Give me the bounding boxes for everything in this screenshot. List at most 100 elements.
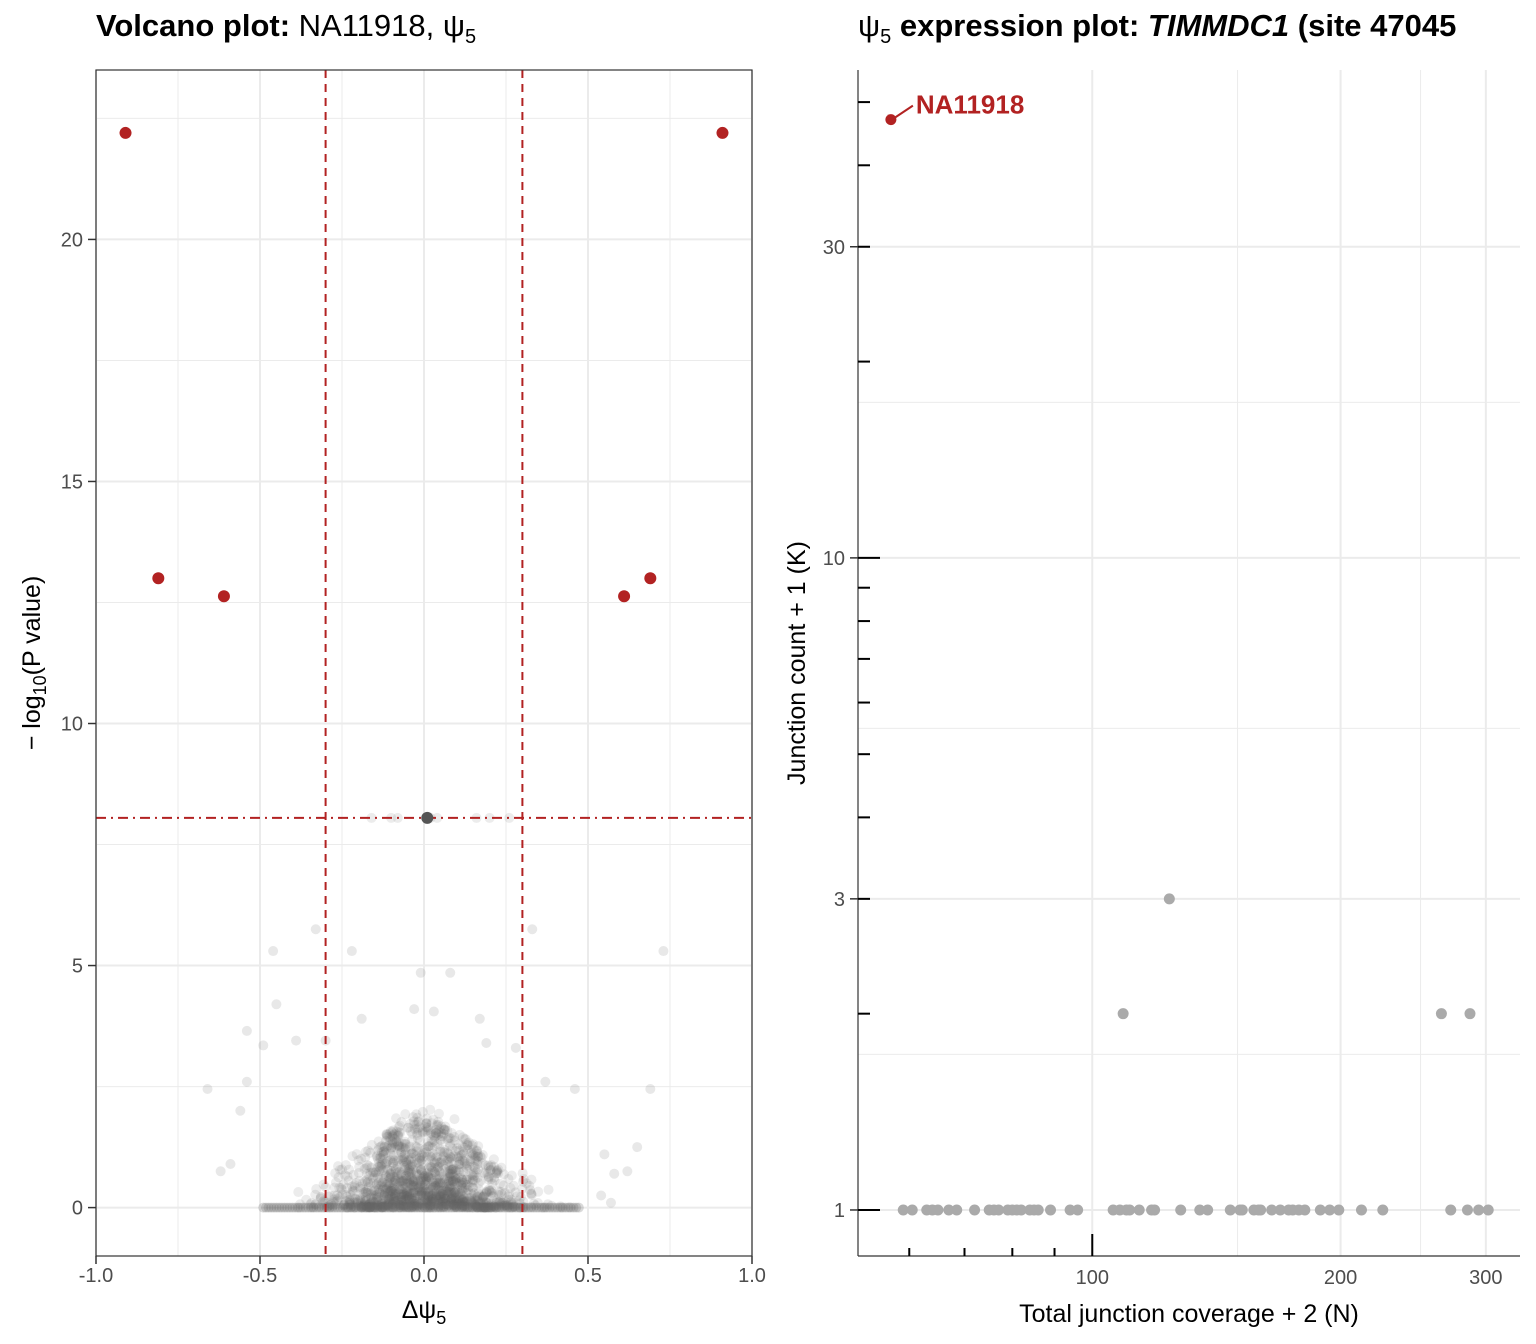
background-point — [403, 1192, 414, 1203]
background-point — [430, 1190, 441, 1201]
baseline-point — [303, 1202, 314, 1213]
background-point — [394, 1184, 405, 1195]
background-point — [418, 1151, 429, 1162]
baseline-point — [361, 1202, 372, 1213]
background-point — [481, 1186, 492, 1197]
background-point — [392, 1196, 403, 1207]
background-point — [480, 1202, 491, 1213]
background-point — [378, 1201, 389, 1212]
background-point — [476, 1202, 487, 1213]
sparse-background-point — [291, 1035, 302, 1046]
expression-data-point — [906, 1204, 918, 1216]
background-point — [449, 1114, 460, 1125]
background-point — [426, 1118, 437, 1129]
background-point — [465, 1197, 476, 1208]
background-point — [337, 1164, 348, 1175]
background-point — [415, 1190, 426, 1201]
background-point — [387, 1137, 398, 1148]
background-point — [355, 1183, 366, 1194]
background-point — [379, 1142, 390, 1153]
background-point — [410, 1182, 421, 1193]
baseline-point — [398, 1202, 409, 1213]
background-point — [483, 1197, 494, 1208]
background-point — [524, 1180, 535, 1191]
background-point — [469, 1192, 480, 1203]
background-point — [372, 1153, 383, 1164]
baseline-point — [306, 1202, 317, 1213]
background-point — [448, 1171, 459, 1182]
background-point — [456, 1183, 467, 1194]
background-point — [445, 1198, 456, 1209]
background-point — [484, 1185, 495, 1196]
background-point — [332, 1193, 343, 1204]
expression-x-tick-label: 100 — [1076, 1267, 1109, 1289]
background-point — [416, 1165, 427, 1176]
background-point — [401, 1170, 412, 1181]
background-point — [397, 1197, 408, 1208]
background-point — [413, 1182, 424, 1193]
background-point — [485, 1164, 496, 1175]
background-point — [365, 1202, 376, 1213]
background-point — [381, 1157, 392, 1168]
background-point — [436, 1185, 447, 1196]
background-point — [450, 1165, 461, 1176]
background-point — [415, 1182, 426, 1193]
background-point — [445, 1197, 456, 1208]
background-point — [459, 1200, 470, 1211]
background-point — [478, 1167, 489, 1178]
background-point — [383, 1200, 394, 1211]
background-point — [359, 1187, 370, 1198]
background-point — [461, 1174, 472, 1185]
background-point — [413, 1116, 424, 1127]
background-point — [357, 1188, 368, 1199]
background-point — [354, 1161, 365, 1172]
background-point — [403, 1164, 414, 1175]
background-point — [476, 1202, 487, 1213]
background-point — [408, 1187, 419, 1198]
background-point — [416, 1167, 427, 1178]
background-point — [468, 1187, 479, 1198]
background-point — [473, 1151, 484, 1162]
background-point — [462, 1179, 473, 1190]
background-point — [457, 1178, 468, 1189]
background-point — [448, 1163, 459, 1174]
background-point — [439, 1190, 450, 1201]
background-point — [341, 1202, 352, 1213]
background-point — [408, 1116, 419, 1127]
background-point — [457, 1196, 468, 1207]
background-point — [383, 1140, 394, 1151]
background-point — [487, 1178, 498, 1189]
background-point — [368, 1177, 379, 1188]
background-point — [387, 1127, 398, 1138]
background-point — [384, 1186, 395, 1197]
background-point — [438, 1201, 449, 1212]
background-point — [421, 1168, 432, 1179]
background-point — [425, 1104, 436, 1115]
background-point — [407, 1173, 418, 1184]
background-point — [417, 1180, 428, 1191]
background-point — [456, 1179, 467, 1190]
background-point — [454, 1166, 465, 1177]
background-point — [469, 1175, 480, 1186]
background-point — [415, 1179, 426, 1190]
background-point — [396, 1147, 407, 1158]
background-point — [440, 1193, 451, 1204]
background-point — [440, 1197, 451, 1208]
background-point — [412, 1176, 423, 1187]
background-point — [346, 1199, 357, 1210]
background-point — [480, 1202, 491, 1213]
background-point — [387, 1177, 398, 1188]
background-point — [461, 1179, 472, 1190]
background-point — [484, 1185, 495, 1196]
background-point — [395, 1143, 406, 1154]
background-point — [448, 1199, 459, 1210]
background-point — [416, 1149, 427, 1160]
background-point — [373, 1161, 384, 1172]
background-point — [486, 1160, 497, 1171]
background-point — [458, 1147, 469, 1158]
background-point — [344, 1196, 355, 1207]
background-point — [439, 1201, 450, 1212]
sparse-background-point — [599, 1149, 610, 1160]
background-point — [506, 1194, 517, 1205]
